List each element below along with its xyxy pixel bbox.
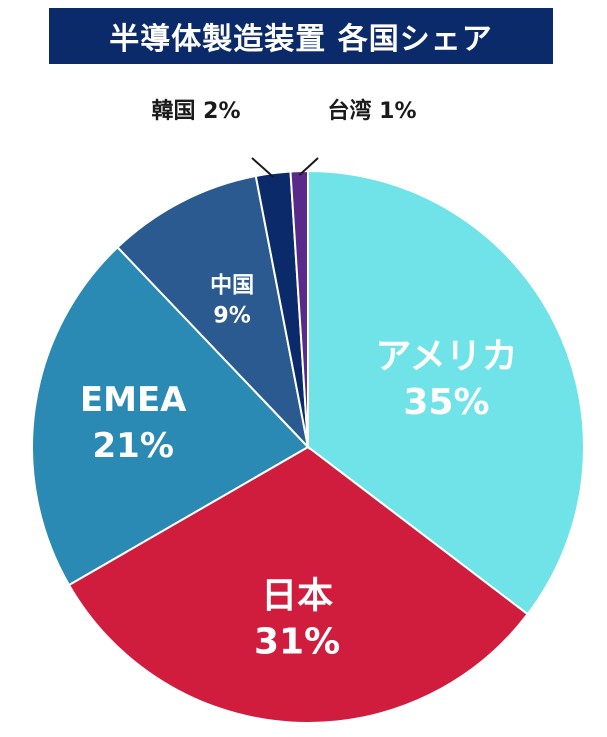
slice-value-0: 35% bbox=[403, 382, 489, 423]
chart-title: 半導体製造装置 各国シェア bbox=[109, 22, 493, 57]
pie-slice-1 bbox=[67, 445, 530, 724]
slice-label-0: アメリカ bbox=[375, 336, 517, 377]
outside-label-5: 台湾 1% bbox=[327, 98, 416, 124]
pie-slice-0 bbox=[307, 169, 585, 616]
pie-slice-5 bbox=[289, 169, 309, 448]
slice-value-2: 21% bbox=[93, 426, 174, 466]
leader-line-4 bbox=[251, 157, 275, 178]
slice-label-3: 中国 bbox=[210, 274, 254, 299]
slice-label-2: EMEA bbox=[80, 380, 187, 420]
pie-slice-2 bbox=[31, 245, 310, 587]
leader-line-5 bbox=[298, 157, 319, 176]
slice-label-1: 日本 bbox=[261, 575, 333, 616]
slice-value-1: 31% bbox=[254, 621, 340, 662]
outside-label-4: 韓国 2% bbox=[151, 98, 240, 124]
title-bar: 半導体製造装置 各国シェア bbox=[49, 8, 553, 64]
slice-value-3: 9% bbox=[213, 304, 250, 329]
pie-slice-3 bbox=[116, 174, 310, 451]
